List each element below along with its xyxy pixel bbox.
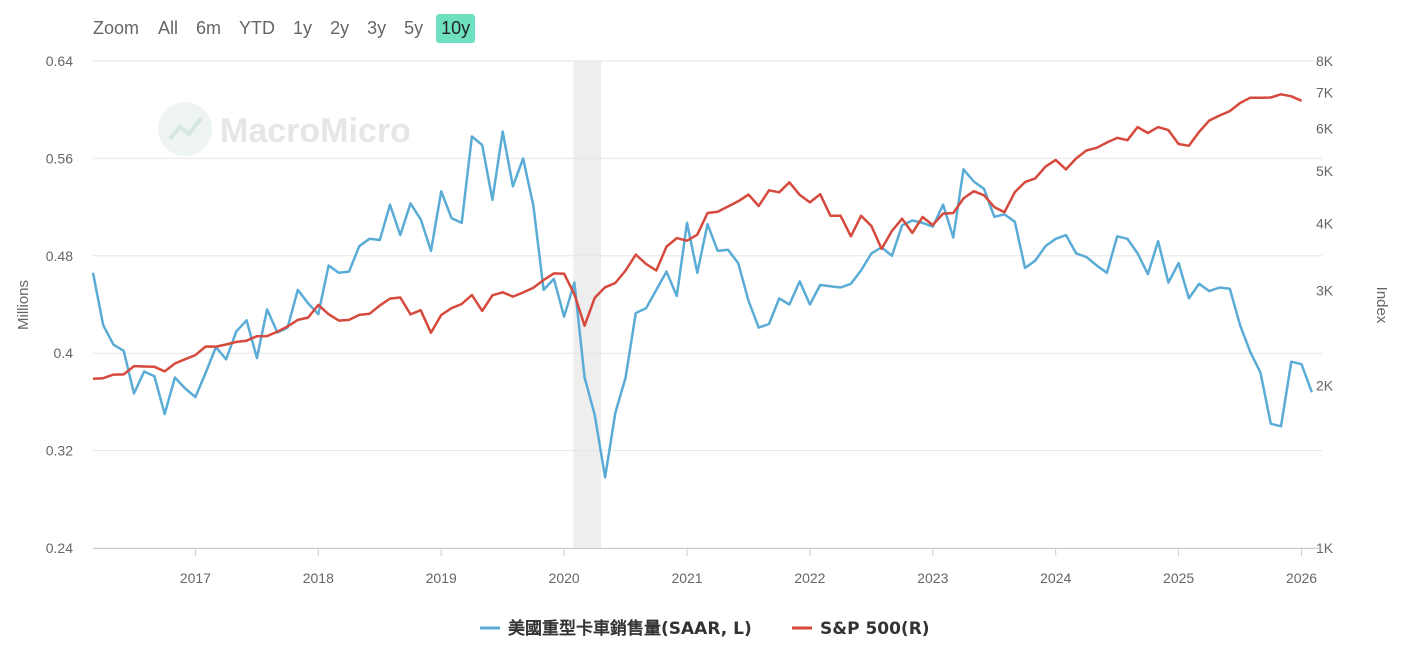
legend-item-sp500[interactable]: S&P 500(R) [792,619,930,639]
left-tick-label: 0.64 [46,53,73,69]
x-tick-label: 2026 [1286,570,1317,586]
right-tick-label: 7K [1316,84,1334,100]
left-axis-title: Millions [15,280,32,330]
zoom-1y-button[interactable]: 1y [293,17,313,38]
x-tick-label: 2021 [671,570,702,586]
right-axis-title: Index [1373,287,1390,324]
x-tick-label: 2025 [1163,570,1194,586]
right-tick-label: 1K [1316,540,1334,556]
series-line-truck-sales[interactable] [91,130,1313,479]
right-tick-label: 3K [1316,283,1334,299]
x-tick-label: 2019 [426,570,457,586]
left-tick-label: 0.56 [46,150,73,166]
zoom-5y-button[interactable]: 5y [404,17,424,38]
series-line-sp500[interactable] [92,93,1303,380]
legend-item-truck-sales[interactable]: 美國重型卡車銷售量(SAAR, L) [480,618,752,639]
right-tick-label: 4K [1316,215,1334,231]
zoom-toolbar: Zoom All 6m YTD 1y 2y 3y 5y 10y [93,12,483,44]
watermark: MacroMicro [158,102,411,156]
right-tick-label: 6K [1316,120,1334,136]
left-tick-label: 0.32 [46,443,73,459]
left-tick-label: 0.4 [54,345,74,361]
zoom-label: Zoom [93,17,140,38]
x-tick-label: 2023 [917,570,948,586]
left-tick-label: 0.24 [46,540,73,556]
zoom-10y-button[interactable]: 10y [436,13,476,43]
zoom-all-button[interactable]: All [158,17,179,38]
zoom-6m-button[interactable]: 6m [196,17,222,38]
zoom-2y-button[interactable]: 2y [330,17,350,38]
right-tick-label: 2K [1316,378,1334,394]
zoom-3y-button[interactable]: 3y [367,17,387,38]
left-tick-label: 0.48 [46,248,73,264]
x-tick-label: 2022 [794,570,825,586]
right-tick-label: 5K [1316,163,1334,179]
x-tick-label: 2018 [303,570,334,586]
watermark-text: MacroMicro [220,112,411,150]
legend-label-sp500: S&P 500(R) [820,619,930,639]
x-tick-label: 2024 [1040,570,1071,586]
right-tick-label: 8K [1316,53,1334,69]
legend: 美國重型卡車銷售量(SAAR, L) S&P 500(R) [480,618,930,639]
zoom-ytd-button[interactable]: YTD [239,17,276,38]
legend-label-truck-sales: 美國重型卡車銷售量(SAAR, L) [508,618,752,639]
x-tick-label: 2020 [549,570,580,586]
x-tick-label: 2017 [180,570,211,586]
